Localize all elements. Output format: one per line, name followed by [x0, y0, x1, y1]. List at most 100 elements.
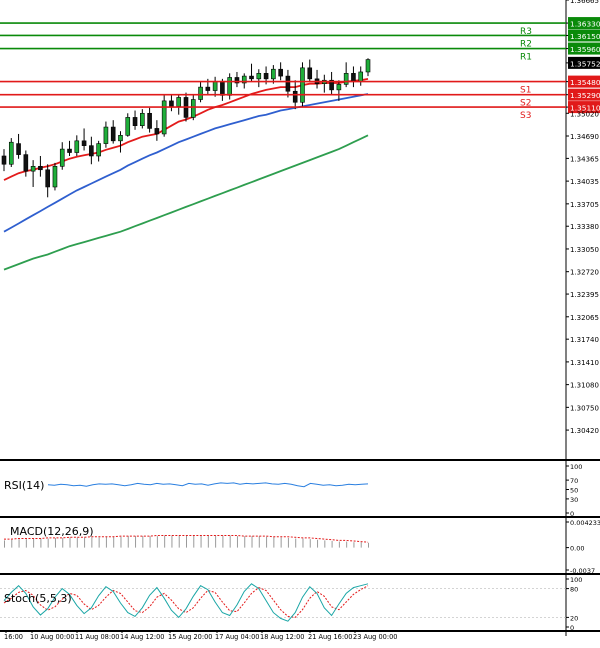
candle-bullish	[241, 75, 247, 84]
candle-bearish	[81, 140, 87, 146]
time-tick-label: 18 Aug 12:00	[260, 633, 304, 641]
price-level-tag	[568, 29, 600, 42]
candle-bullish	[212, 81, 218, 91]
stoch-tick-label: 0	[570, 624, 574, 632]
candle-bullish	[161, 100, 167, 135]
candle-bearish	[285, 75, 291, 92]
candle-bullish	[59, 148, 65, 167]
time-tick-label: 10 Aug 00:00	[30, 633, 74, 641]
macd-tick-label: 0.004233	[570, 519, 600, 527]
price-level-tag-label: 1.35480	[570, 78, 600, 87]
candle-bearish	[169, 100, 174, 107]
candle-bullish	[256, 73, 262, 80]
moving-average-ma-slow	[3, 134, 369, 271]
time-tick-label: 11 Aug 08:00	[75, 633, 119, 641]
price-tick-label: 1.31740	[570, 336, 599, 344]
price-tick-label: 1.33380	[570, 223, 599, 231]
level-label-s1: S1	[520, 86, 531, 96]
candle-bullish	[358, 71, 364, 82]
candle-bearish	[220, 81, 225, 96]
candle-bearish	[205, 86, 211, 91]
rsi-tick-label: 100	[570, 463, 582, 471]
candle-bearish	[263, 73, 269, 80]
candle-bearish	[351, 73, 356, 82]
rsi-label: RSI(14)	[4, 479, 44, 492]
candle-bearish	[1, 155, 7, 165]
candle-bearish	[23, 154, 29, 172]
candle-bullish	[227, 77, 232, 96]
macd-label: MACD(12,26,9)	[10, 525, 94, 538]
candle-bullish	[190, 99, 196, 118]
price-tick-label: 1.33705	[570, 201, 599, 209]
price-tick-label: 1.36665	[570, 0, 599, 5]
time-tick-label: 17 Aug 04:00	[215, 633, 259, 641]
time-tick-label: 16:00	[4, 633, 23, 641]
candle-bullish	[198, 86, 203, 100]
candle-bullish	[271, 68, 276, 80]
candle-bearish	[307, 67, 313, 80]
price-tick-label: 1.34035	[570, 178, 599, 186]
candle-bearish	[132, 117, 138, 126]
macd-signal-line	[4, 535, 369, 543]
candle-bullish	[365, 59, 371, 73]
rsi-tick-label: 50	[570, 487, 578, 495]
rsi-tick-label: 0	[570, 510, 574, 518]
price-level-tag-label: 1.35290	[570, 91, 600, 100]
candle-bullish	[125, 117, 131, 136]
candle-bearish	[154, 128, 160, 135]
price-tick-label: 1.32720	[570, 269, 599, 277]
price-level-tag-label: 1.35960	[570, 45, 600, 54]
level-label-s3: S3	[520, 111, 531, 121]
price-tick-label: 1.31410	[570, 359, 599, 367]
candle-bullish	[176, 97, 182, 107]
candle-bullish	[96, 143, 101, 157]
price-tick-label: 1.30750	[570, 404, 599, 412]
candle-bullish	[300, 67, 305, 103]
level-label-r3: R3	[520, 27, 532, 37]
candle-bearish	[278, 68, 283, 77]
stoch-label: Stoch(5,5,3)	[4, 592, 72, 605]
level-label-r2: R2	[520, 39, 532, 49]
candle-bearish	[38, 166, 43, 171]
price-tick-label: 1.30420	[570, 427, 599, 435]
price-level-tag-label: 1.36330	[570, 20, 600, 29]
candle-bearish	[249, 75, 254, 80]
time-tick-label: 21 Aug 16:00	[308, 633, 352, 641]
price-level-tag	[568, 101, 600, 114]
stoch-k-line	[3, 583, 369, 622]
price-tick-label: 1.34365	[570, 155, 599, 163]
macd-tick-label: 0.00	[570, 545, 584, 553]
price-tick-label: 1.34690	[570, 133, 599, 141]
rsi-tick-label: 30	[570, 496, 578, 504]
price-level-tag	[568, 17, 600, 30]
last-price-tag	[568, 56, 600, 69]
candle-bearish	[16, 143, 21, 155]
candle-bearish	[147, 112, 152, 129]
price-tick-label: 1.31080	[570, 382, 599, 390]
time-tick-label: 23 Aug 00:00	[353, 633, 397, 641]
rsi-line	[47, 482, 369, 488]
price-level-tag-label: 1.36150	[570, 32, 600, 41]
candle-bearish	[329, 79, 334, 91]
time-tick-label: 14 Aug 12:00	[120, 633, 164, 641]
price-tick-label: 1.32395	[570, 291, 599, 299]
candle-bearish	[45, 169, 50, 188]
candle-bullish	[74, 140, 80, 153]
candle-bearish	[89, 145, 94, 157]
stoch-tick-label: 80	[570, 586, 578, 594]
price-tick-label: 1.32065	[570, 314, 599, 322]
candle-bullish	[343, 73, 349, 85]
stoch-tick-label: 20	[570, 614, 578, 622]
price-tick-label: 1.35020	[570, 110, 599, 118]
candle-bullish	[52, 166, 58, 188]
last-price-tag-label: 1.35752	[570, 59, 600, 68]
candle-bullish	[103, 126, 109, 144]
price-tick-label: 1.33050	[570, 246, 599, 254]
stoch-tick-label: 100	[570, 576, 582, 584]
level-label-s2: S2	[520, 99, 531, 109]
candle-bearish	[110, 126, 116, 142]
macd-tick-label: -0.0037	[570, 567, 595, 575]
